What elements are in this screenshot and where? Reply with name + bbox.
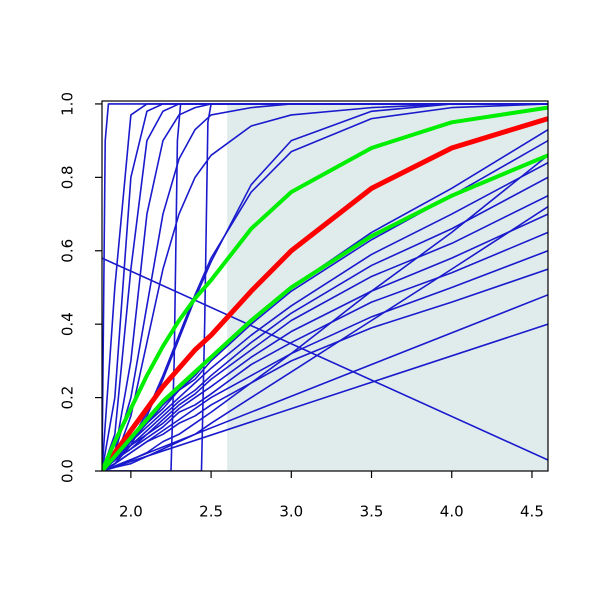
curve xyxy=(102,257,548,461)
x-tick-label: 4.5 xyxy=(520,503,544,521)
curve xyxy=(102,103,548,471)
y-tick-label: 0.6 xyxy=(59,239,77,263)
y-tick-label: 0.2 xyxy=(59,386,77,410)
curve xyxy=(102,105,548,471)
x-tick-label: 3.5 xyxy=(360,503,384,521)
curve xyxy=(102,194,548,471)
x-tick-label: 3.0 xyxy=(279,503,303,521)
curve xyxy=(102,294,548,471)
curve xyxy=(102,323,548,471)
curve xyxy=(102,268,548,471)
curve xyxy=(102,154,548,471)
y-tick-label: 0.8 xyxy=(59,165,77,189)
x-tick-label: 2.5 xyxy=(199,503,223,521)
curve xyxy=(102,116,548,471)
axes-layer: 0.0 0.2 0.4 0.6 0.8 1.0 2.0 2.5 3.0 3.5 4.0 4.5 xyxy=(59,92,549,521)
plot-frame xyxy=(101,100,549,472)
x-tick-label: 4.0 xyxy=(440,503,464,521)
curve xyxy=(102,161,548,471)
y-tick-label: 0.4 xyxy=(59,312,77,336)
curve xyxy=(102,153,548,471)
x-tick-label: 2.0 xyxy=(119,503,143,521)
curve xyxy=(102,103,548,471)
y-tick-label: 1.0 xyxy=(59,92,77,116)
y-tick-label: 0.0 xyxy=(59,459,77,483)
lines-layer xyxy=(102,103,548,471)
curve xyxy=(102,206,548,471)
curve xyxy=(102,231,548,471)
